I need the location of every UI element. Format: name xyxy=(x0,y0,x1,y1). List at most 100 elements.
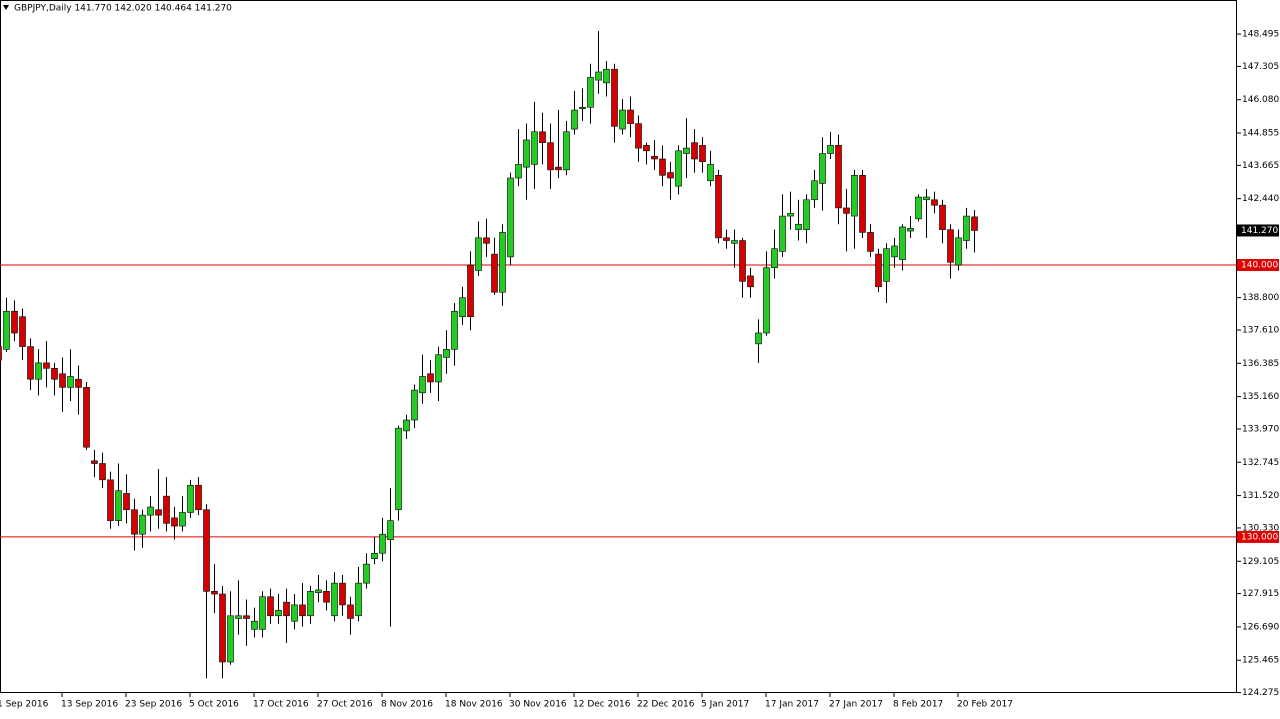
candle-up xyxy=(571,109,578,130)
candle-down xyxy=(491,253,498,293)
candle-down xyxy=(659,158,666,176)
candle-up xyxy=(307,591,314,617)
candle-down xyxy=(427,373,434,383)
candle-down xyxy=(739,240,746,282)
candle-down xyxy=(99,463,106,481)
y-tick-label: 127.915 xyxy=(1242,589,1279,599)
candle-up xyxy=(787,213,794,217)
candle-down xyxy=(27,346,34,380)
candle-up xyxy=(147,506,154,516)
y-tick-label: 132.745 xyxy=(1242,458,1279,468)
candle-down xyxy=(195,484,202,511)
candle-down xyxy=(0,346,2,361)
candle-up xyxy=(683,147,690,154)
y-tick-label: 136.385 xyxy=(1242,359,1279,369)
x-tick-label: 5 Oct 2016 xyxy=(189,700,239,710)
candle-up xyxy=(899,226,906,260)
candle-up xyxy=(179,512,186,527)
candle-down xyxy=(643,145,650,152)
candle-up xyxy=(795,223,802,230)
candle-up xyxy=(819,153,826,184)
candle-down xyxy=(835,145,842,209)
candle-up xyxy=(115,490,122,521)
candle-up xyxy=(675,150,682,187)
level-label: 140.000 xyxy=(1241,261,1278,271)
candle-up xyxy=(363,563,370,584)
y-tick-label: 146.080 xyxy=(1242,95,1279,105)
candle-up xyxy=(3,310,10,350)
candle-up xyxy=(907,228,914,232)
candle-down xyxy=(163,495,170,524)
candle-down xyxy=(155,509,162,516)
candle-down xyxy=(43,362,50,369)
candle-up xyxy=(827,145,834,154)
y-tick-label: 142.440 xyxy=(1242,194,1279,204)
candle-down xyxy=(323,591,330,603)
x-tick-label: 8 Nov 2016 xyxy=(381,700,433,710)
candle-up xyxy=(275,610,282,617)
x-tick-label: 20 Feb 2017 xyxy=(957,700,1013,710)
candle-down xyxy=(723,237,730,241)
candle-down xyxy=(59,373,66,388)
candle-up xyxy=(419,376,426,394)
candle-up xyxy=(67,376,74,388)
candle-down xyxy=(947,229,954,263)
candle-down xyxy=(11,310,18,334)
y-tick-label: 144.855 xyxy=(1242,129,1279,139)
candle-up xyxy=(443,349,450,358)
candle-up xyxy=(771,248,778,269)
menu-arrow[interactable] xyxy=(3,5,9,10)
x-tick-label: 18 Nov 2016 xyxy=(445,700,503,710)
candle-down xyxy=(971,216,978,231)
candle-down xyxy=(555,166,562,171)
chart-title: GBPJPY,Daily 141.770 142.020 140.464 141… xyxy=(14,4,232,14)
candle-up xyxy=(411,389,418,421)
y-tick-label: 133.970 xyxy=(1242,424,1279,434)
candle-up xyxy=(35,362,42,380)
candle-up xyxy=(603,68,610,84)
candle-up xyxy=(451,310,458,350)
candle-down xyxy=(107,479,114,521)
x-tick-label: 12 Dec 2016 xyxy=(573,700,631,710)
y-tick-label: 138.800 xyxy=(1242,293,1279,303)
candle-down xyxy=(123,493,130,511)
candle-up xyxy=(435,354,442,383)
candle-up xyxy=(507,177,514,258)
candle-up xyxy=(235,615,242,619)
candle-down xyxy=(859,174,866,233)
candle-up xyxy=(187,484,194,513)
candle-down xyxy=(747,275,754,288)
candle-down xyxy=(243,615,250,619)
y-tick-label: 125.465 xyxy=(1242,656,1279,666)
candle-up xyxy=(315,589,322,593)
candle-up xyxy=(139,514,146,535)
candle-down xyxy=(611,68,618,127)
candle-down xyxy=(699,145,706,162)
candle-down xyxy=(715,174,722,239)
candle-up xyxy=(291,604,298,622)
candle-up xyxy=(259,596,266,630)
candle-up xyxy=(475,237,482,271)
candle-down xyxy=(339,582,346,606)
candle-up xyxy=(499,232,506,293)
x-tick-label: 5 Jan 2017 xyxy=(701,700,749,710)
candle-down xyxy=(299,604,306,617)
candle-down xyxy=(651,155,658,160)
plot-frame xyxy=(0,0,1237,693)
price-box xyxy=(1237,224,1279,237)
candle-down xyxy=(539,131,546,143)
y-tick-label: 137.610 xyxy=(1242,326,1279,336)
price-label: 141.270 xyxy=(1241,226,1278,236)
candle-up xyxy=(579,107,586,109)
x-tick-label: 17 Oct 2016 xyxy=(253,700,309,710)
candle-down xyxy=(19,316,26,347)
candle-up xyxy=(963,215,970,241)
candle-down xyxy=(51,368,58,380)
y-tick-label: 129.105 xyxy=(1242,557,1279,567)
candle-down xyxy=(867,232,874,252)
candle-down xyxy=(219,593,226,663)
candle-down xyxy=(939,204,946,230)
candle-up xyxy=(731,240,738,244)
candle-up xyxy=(891,245,898,258)
x-tick-label: 23 Sep 2016 xyxy=(125,700,182,710)
